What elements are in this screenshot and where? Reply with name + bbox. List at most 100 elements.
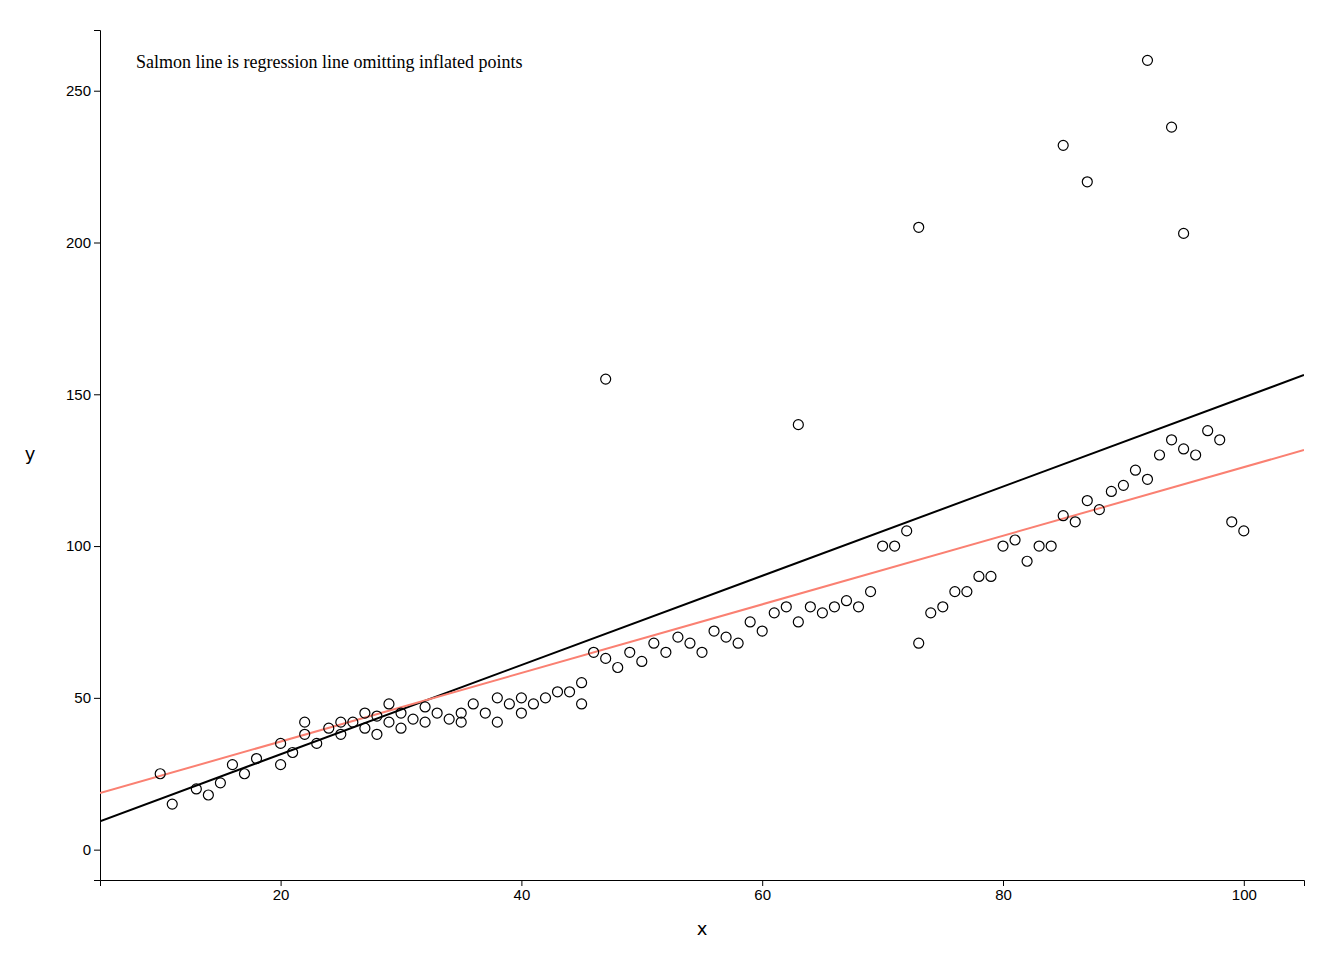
point bbox=[528, 699, 538, 709]
tick-mark bbox=[94, 698, 100, 699]
point bbox=[673, 632, 683, 642]
point bbox=[1106, 486, 1116, 496]
point bbox=[456, 708, 466, 718]
point bbox=[540, 693, 550, 703]
tick-mark bbox=[94, 850, 100, 851]
point bbox=[1215, 435, 1225, 445]
point bbox=[649, 638, 659, 648]
point bbox=[1155, 450, 1165, 460]
tick: 150 bbox=[66, 386, 100, 403]
point bbox=[565, 687, 575, 697]
point bbox=[709, 626, 719, 636]
point bbox=[276, 738, 286, 748]
point bbox=[914, 638, 924, 648]
point bbox=[1167, 435, 1177, 445]
point bbox=[745, 617, 755, 627]
marks bbox=[100, 55, 1304, 821]
point bbox=[384, 717, 394, 727]
point bbox=[986, 571, 996, 581]
point bbox=[1203, 426, 1213, 436]
point bbox=[1034, 541, 1044, 551]
point bbox=[938, 602, 948, 612]
point bbox=[504, 699, 514, 709]
tick-label: 100 bbox=[66, 537, 91, 554]
point bbox=[396, 708, 406, 718]
point bbox=[637, 656, 647, 666]
point bbox=[516, 708, 526, 718]
tick: 80 bbox=[995, 880, 1012, 903]
point bbox=[577, 699, 587, 709]
tick: 200 bbox=[66, 234, 100, 251]
point bbox=[950, 587, 960, 597]
point bbox=[974, 571, 984, 581]
tick-label: 40 bbox=[514, 886, 531, 903]
point bbox=[155, 769, 165, 779]
point bbox=[805, 602, 815, 612]
point bbox=[1010, 535, 1020, 545]
point bbox=[1058, 511, 1068, 521]
point bbox=[336, 729, 346, 739]
tick-label: 100 bbox=[1232, 886, 1257, 903]
point bbox=[866, 587, 876, 597]
point bbox=[372, 711, 382, 721]
x-axis: 20 40 60 80 100 bbox=[101, 880, 1305, 903]
point bbox=[1239, 526, 1249, 536]
point bbox=[1142, 474, 1152, 484]
tick: 40 bbox=[514, 880, 531, 903]
point bbox=[191, 784, 201, 794]
title: Salmon line is regression line omitting … bbox=[136, 52, 522, 72]
point bbox=[721, 632, 731, 642]
tick-label: 250 bbox=[66, 82, 91, 99]
x-axis-title: x bbox=[697, 918, 708, 939]
point bbox=[661, 647, 671, 657]
point bbox=[613, 663, 623, 673]
tick-mark bbox=[94, 243, 100, 244]
point bbox=[1167, 122, 1177, 132]
point bbox=[793, 420, 803, 430]
point bbox=[1227, 517, 1237, 527]
point bbox=[288, 748, 298, 758]
point bbox=[492, 693, 502, 703]
point bbox=[854, 602, 864, 612]
point bbox=[685, 638, 695, 648]
point bbox=[252, 754, 262, 764]
point bbox=[902, 526, 912, 536]
point bbox=[1179, 228, 1189, 238]
point bbox=[601, 653, 611, 663]
point bbox=[733, 638, 743, 648]
tick-mark bbox=[94, 394, 100, 395]
point bbox=[408, 714, 418, 724]
tick: 60 bbox=[754, 880, 771, 903]
points bbox=[155, 55, 1249, 809]
point bbox=[492, 717, 502, 727]
point bbox=[589, 647, 599, 657]
tick-label: 0 bbox=[83, 841, 91, 858]
point bbox=[781, 602, 791, 612]
tick: 20 bbox=[273, 880, 290, 903]
chart: 20406080100050100150200250Salmon line is… bbox=[0, 0, 1344, 960]
point bbox=[432, 708, 442, 718]
point bbox=[480, 708, 490, 718]
tick-mark bbox=[94, 91, 100, 92]
y-axis: 050100150200250 bbox=[66, 31, 101, 881]
point bbox=[829, 602, 839, 612]
point bbox=[384, 699, 394, 709]
point bbox=[444, 714, 454, 724]
point bbox=[215, 778, 225, 788]
point bbox=[300, 717, 310, 727]
point bbox=[312, 738, 322, 748]
point bbox=[276, 760, 286, 770]
tick-label: 20 bbox=[273, 886, 290, 903]
tick: 0 bbox=[83, 841, 100, 858]
point bbox=[1179, 444, 1189, 454]
point bbox=[360, 708, 370, 718]
point bbox=[468, 699, 478, 709]
point bbox=[300, 729, 310, 739]
point bbox=[914, 222, 924, 232]
point bbox=[1142, 55, 1152, 65]
tick-label: 200 bbox=[66, 234, 91, 251]
point bbox=[625, 647, 635, 657]
point bbox=[878, 541, 888, 551]
point bbox=[841, 596, 851, 606]
point bbox=[697, 647, 707, 657]
